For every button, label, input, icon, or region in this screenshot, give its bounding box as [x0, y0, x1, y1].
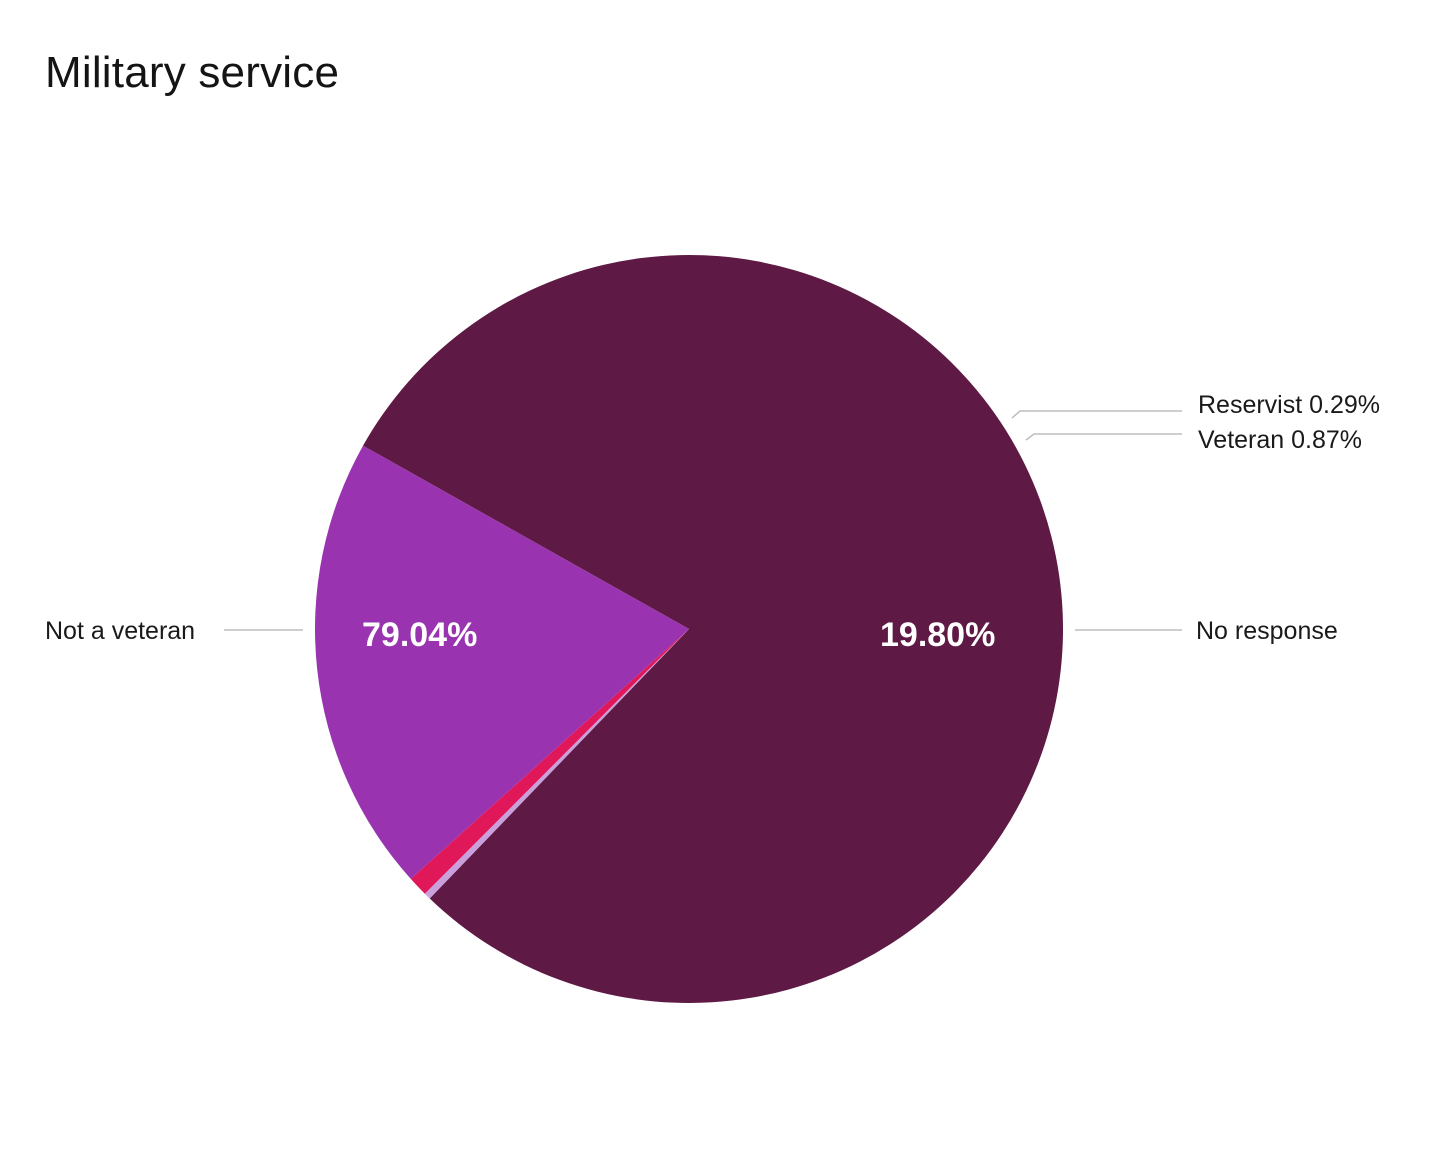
- chart-title: Military service: [45, 48, 340, 97]
- leader-lines: [224, 410, 1182, 631]
- leader-line-reservist: [1011, 410, 1182, 419]
- outside-labels: Not a veteran No response Reservist 0.29…: [45, 391, 1380, 645]
- label-not-a-veteran: Not a veteran: [45, 617, 195, 645]
- slice-label-not-a-veteran: 79.04%: [362, 616, 477, 654]
- pie-slice-veteran: [410, 629, 689, 894]
- pie-slices: [315, 254, 1064, 1003]
- slice-label-no-response: 19.80%: [880, 616, 995, 654]
- label-veteran: Veteran 0.87%: [1198, 426, 1362, 454]
- label-reservist: Reservist 0.29%: [1198, 391, 1380, 419]
- pie-slice-not-a-veteran: [363, 254, 1064, 1003]
- label-no-response: No response: [1196, 617, 1338, 645]
- inside-labels: 79.04% 19.80%: [362, 616, 995, 654]
- pie-slice-reservist: [424, 629, 689, 899]
- leader-line-veteran: [1025, 433, 1182, 441]
- pie-slice-no-response: [315, 445, 689, 879]
